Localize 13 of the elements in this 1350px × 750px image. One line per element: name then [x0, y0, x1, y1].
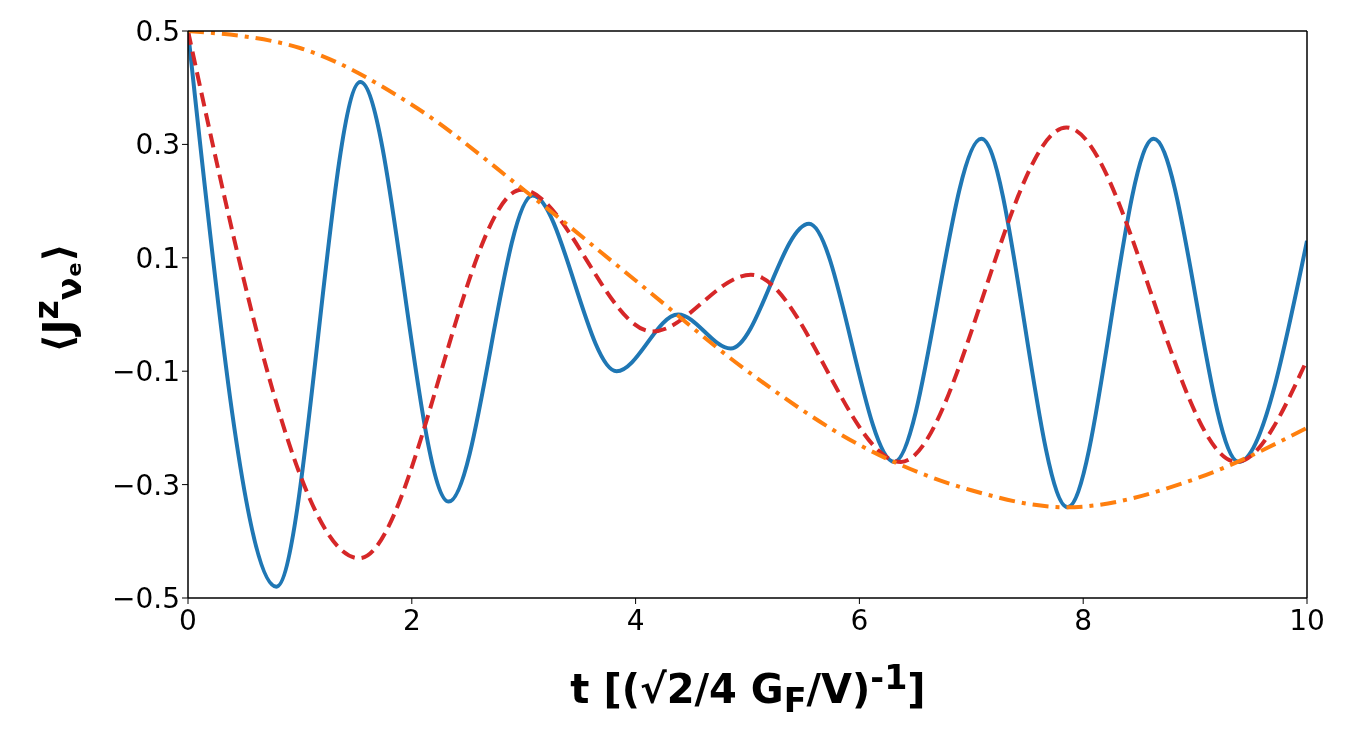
x-tick-label: 2: [402, 603, 421, 637]
x-tick-label: 8: [1074, 603, 1093, 637]
y-tick-label: 0.3: [135, 128, 180, 162]
x-tick-label: 6: [850, 603, 869, 637]
y-tick-label: −0.5: [112, 581, 180, 615]
x-tick-label: 10: [1289, 603, 1325, 637]
x-tick-label: 0: [179, 603, 197, 637]
x-axis-title: t [(√2/4 G$_{F}$/V)$^{-1}$]: [569, 658, 927, 721]
y-tick-label: 0.1: [135, 241, 180, 275]
y-tick-label: −0.3: [112, 468, 180, 502]
y-tick-label: 0.5: [135, 14, 180, 48]
y-tick-label: −0.1: [112, 355, 180, 389]
x-tick-label: 4: [626, 603, 645, 637]
